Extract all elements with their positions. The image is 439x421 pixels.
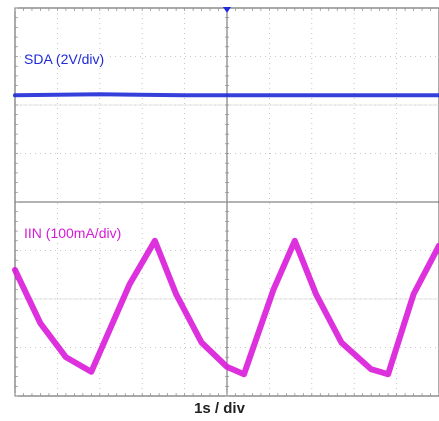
iin-channel-label: IIN (100mA/div) — [22, 225, 124, 241]
plot-traces — [12, 92, 439, 378]
trigger-marker — [223, 7, 231, 13]
sda-channel-label: SDA (2V/div) — [22, 51, 107, 67]
iin-trace — [12, 237, 439, 378]
sda-trace — [13, 92, 439, 98]
x-axis-label: 1s / div — [194, 400, 245, 417]
